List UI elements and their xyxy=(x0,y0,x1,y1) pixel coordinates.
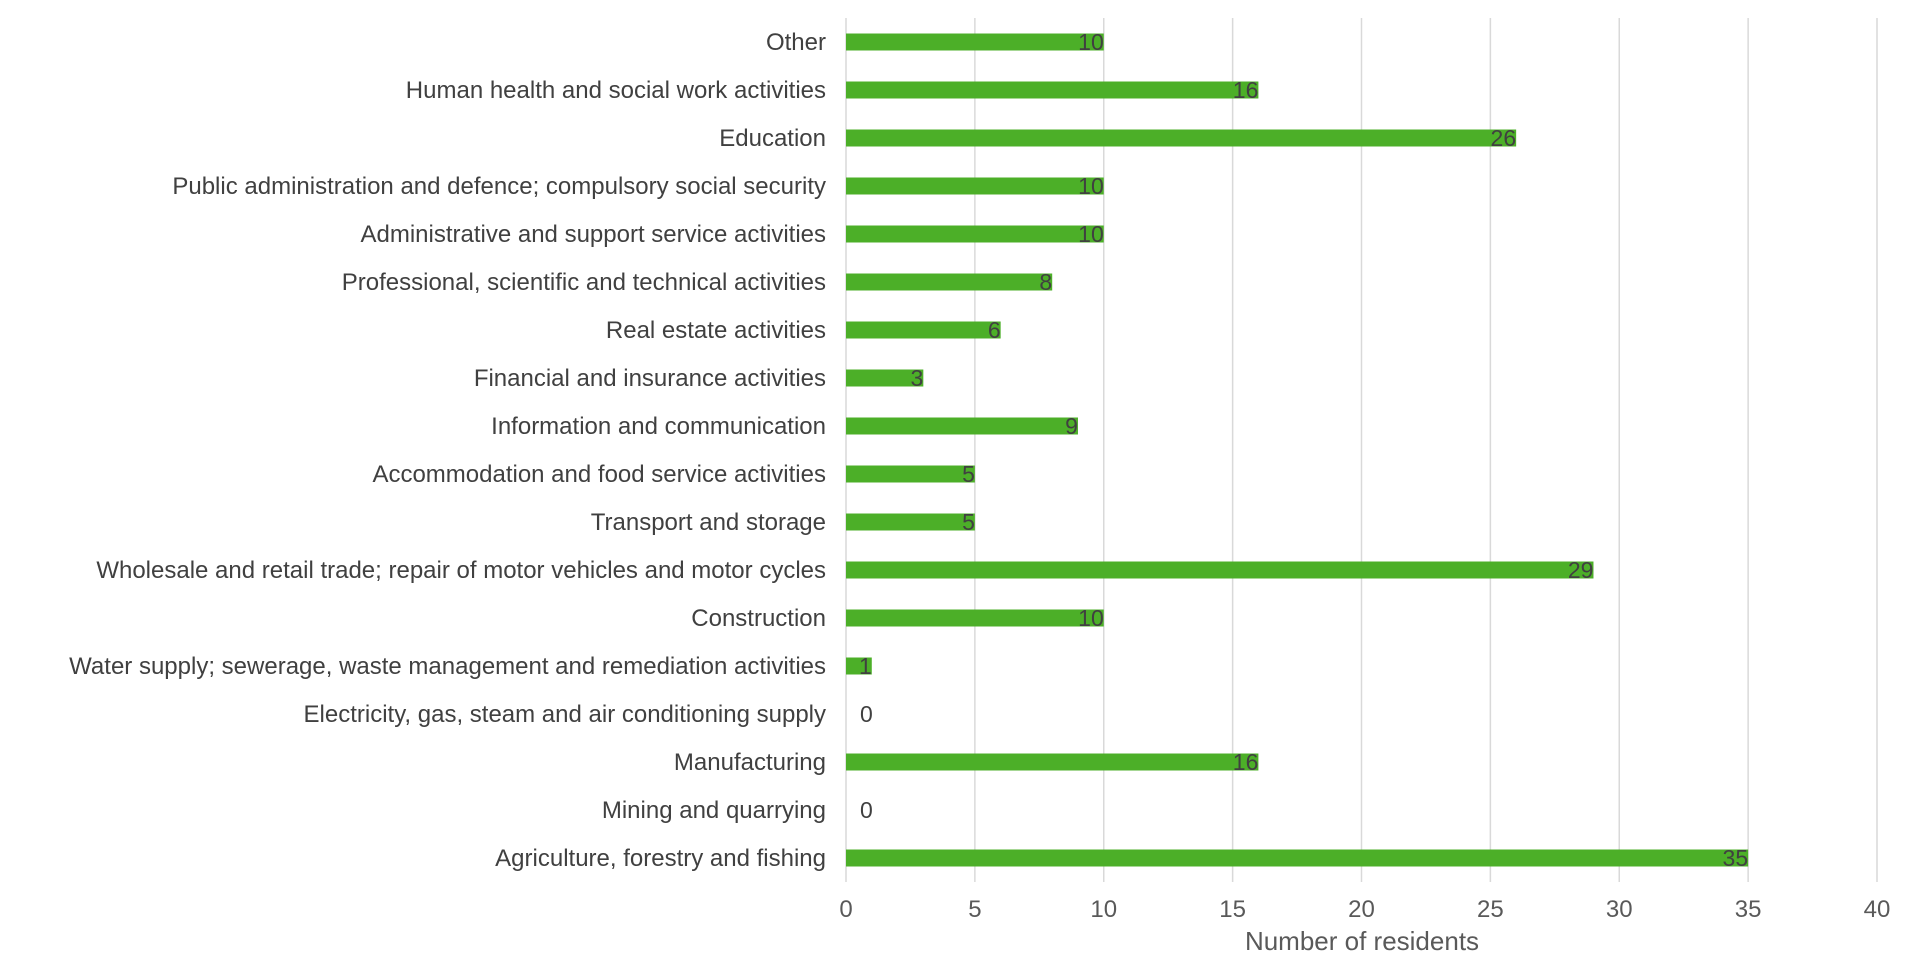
data-label: 6 xyxy=(988,317,1001,343)
data-label: 10 xyxy=(1078,173,1104,199)
x-tick-label: 35 xyxy=(1735,896,1762,923)
x-tick-labels: 0 5 10 15 20 25 30 35 40 xyxy=(839,896,1890,923)
category-label: Agriculture, forestry and fishing xyxy=(495,845,826,872)
data-label: 1 xyxy=(859,653,872,679)
bar xyxy=(846,177,1104,195)
x-tick-label: 15 xyxy=(1219,896,1246,923)
bar xyxy=(846,369,924,387)
category-label: Construction xyxy=(691,605,826,632)
bar xyxy=(846,129,1517,147)
data-label: 9 xyxy=(1065,413,1078,439)
bar xyxy=(846,609,1104,627)
category-label: Real estate activities xyxy=(606,317,826,344)
data-label: 5 xyxy=(962,461,975,487)
x-tick-label: 0 xyxy=(839,896,852,923)
data-label: 16 xyxy=(1233,77,1259,103)
data-label: 10 xyxy=(1078,605,1104,631)
x-tick-label: 25 xyxy=(1477,896,1504,923)
category-label: Manufacturing xyxy=(674,749,826,776)
category-label: Information and communication xyxy=(491,413,826,440)
bar xyxy=(846,561,1594,579)
bar xyxy=(846,273,1053,291)
category-label: Accommodation and food service activitie… xyxy=(372,461,826,488)
data-label: 16 xyxy=(1233,749,1259,775)
category-label: Other xyxy=(766,29,826,56)
category-label: Human health and social work activities xyxy=(406,77,826,104)
x-axis-title: Number of residents xyxy=(1245,926,1479,956)
category-label: Public administration and defence; compu… xyxy=(172,173,826,200)
bar xyxy=(846,849,1749,867)
bar xyxy=(846,417,1078,435)
bar xyxy=(846,81,1259,99)
bar xyxy=(846,33,1104,51)
category-labels: Other Human health and social work activi… xyxy=(69,29,826,872)
category-label: Transport and storage xyxy=(591,509,826,536)
category-label: Mining and quarrying xyxy=(602,797,826,824)
x-tick-label: 30 xyxy=(1606,896,1633,923)
bars xyxy=(846,33,1749,867)
x-tick-label: 5 xyxy=(968,896,981,923)
category-label: Education xyxy=(719,125,826,152)
data-label: 26 xyxy=(1491,125,1517,151)
bar xyxy=(846,513,975,531)
data-label: 3 xyxy=(911,365,924,391)
bar xyxy=(846,753,1259,771)
category-label: Water supply; sewerage, waste management… xyxy=(69,653,826,680)
data-label: 29 xyxy=(1568,557,1594,583)
bar xyxy=(846,225,1104,243)
x-tick-label: 10 xyxy=(1090,896,1117,923)
data-label: 0 xyxy=(860,701,873,727)
gridlines xyxy=(845,18,1878,882)
data-label: 0 xyxy=(860,797,873,823)
data-label: 35 xyxy=(1723,845,1749,871)
data-label: 8 xyxy=(1039,269,1052,295)
x-tick-label: 40 xyxy=(1864,896,1891,923)
data-label: 10 xyxy=(1078,221,1104,247)
bar xyxy=(846,465,975,483)
category-label: Professional, scientific and technical a… xyxy=(342,269,826,296)
data-label: 5 xyxy=(962,509,975,535)
x-tick-label: 20 xyxy=(1348,896,1375,923)
bar xyxy=(846,321,1001,339)
category-label: Financial and insurance activities xyxy=(474,365,826,392)
data-label: 10 xyxy=(1078,29,1104,55)
category-label: Electricity, gas, steam and air conditio… xyxy=(304,701,826,728)
bar xyxy=(846,657,872,675)
category-label: Administrative and support service activ… xyxy=(360,221,826,248)
category-label: Wholesale and retail trade; repair of mo… xyxy=(96,557,826,584)
